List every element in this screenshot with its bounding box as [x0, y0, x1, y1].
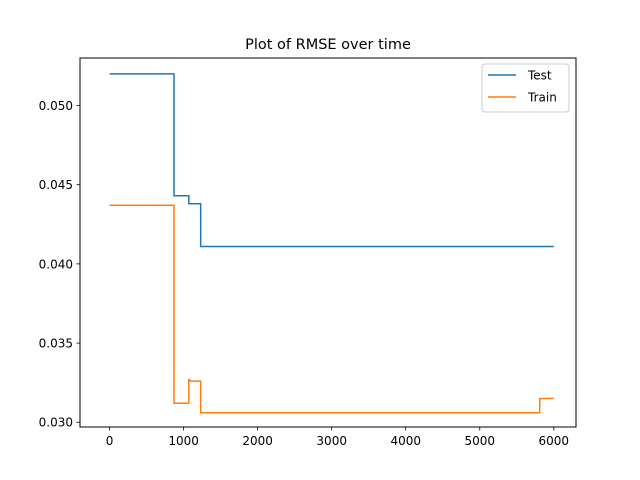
legend: Test Train: [481, 63, 570, 113]
y-tick-label: 0.045: [39, 178, 73, 192]
plot-area: [79, 57, 577, 428]
x-tick-label: 3000: [316, 434, 347, 448]
series-layer: [109, 73, 554, 414]
y-tick-label: 0.030: [39, 416, 73, 430]
y-tick-label: 0.040: [39, 257, 73, 271]
x-tick-label: 0: [106, 434, 114, 448]
series-line-train: [109, 204, 554, 414]
y-tick-label: 0.035: [39, 337, 73, 351]
series-line-test: [109, 73, 554, 248]
x-tick-label: 4000: [390, 434, 421, 448]
axes-frame: [79, 57, 577, 428]
legend-label-test: Test: [527, 69, 552, 83]
x-tick-label: 6000: [539, 434, 570, 448]
chart-title: Plot of RMSE over time: [245, 37, 411, 53]
legend-box: [481, 63, 570, 113]
x-axis: 0 1000 2000 3000 4000 5000 6000: [106, 427, 569, 448]
legend-label-train: Train: [527, 91, 557, 105]
y-axis: 0.030 0.035 0.040 0.045 0.050: [39, 99, 80, 430]
y-tick-label: 0.050: [39, 99, 73, 113]
x-tick-label: 5000: [464, 434, 495, 448]
x-tick-label: 1000: [168, 434, 199, 448]
x-tick-label: 2000: [242, 434, 273, 448]
